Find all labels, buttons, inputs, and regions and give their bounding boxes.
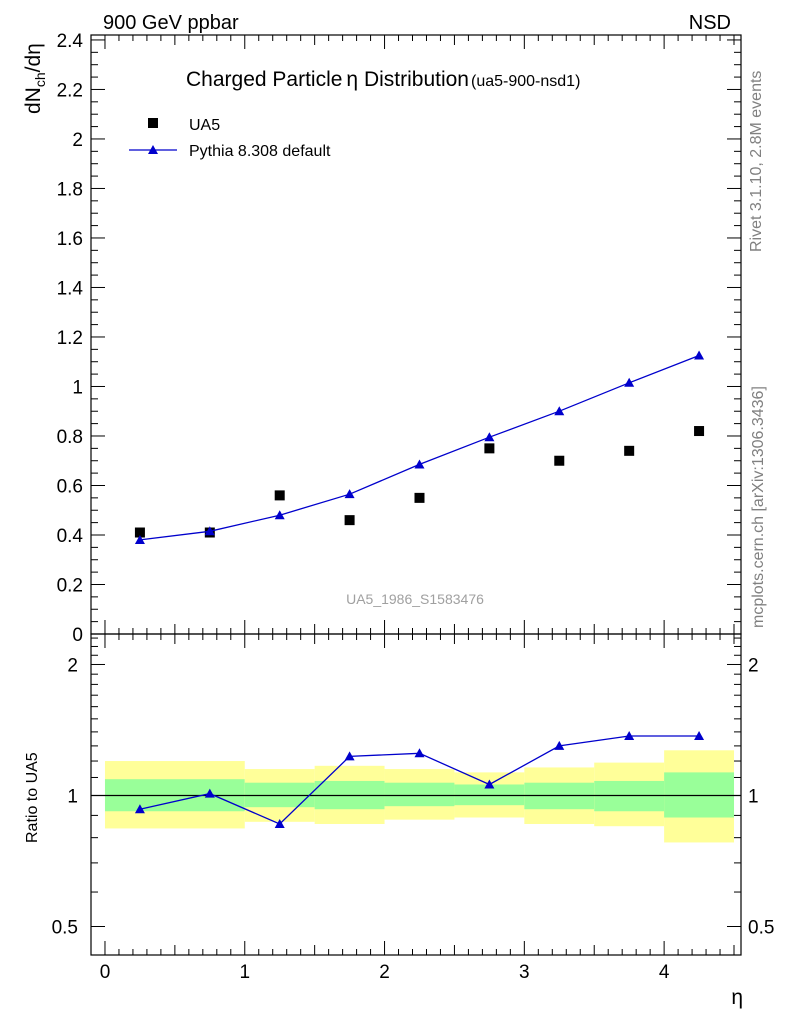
- legend-ua5-label: UA5: [189, 117, 220, 134]
- header-right-label: NSD: [689, 12, 731, 34]
- main-title: Charged Particle η Distribution (ua5-900-n…: [186, 68, 580, 91]
- ratio-y-tick-label: 0.5: [52, 917, 78, 938]
- series-line-pythia: [139, 354, 700, 541]
- legend-ua5-marker: [148, 118, 158, 128]
- data-point-ua5: [624, 445, 635, 456]
- ratio-point-pythia: [414, 748, 425, 758]
- main-y-tick-label: 2.2: [57, 80, 83, 101]
- main-title-text: Charged Particle: [186, 68, 342, 91]
- data-point-ua5: [344, 515, 355, 526]
- data-point-pythia: [274, 510, 285, 520]
- data-point-ua5: [274, 490, 285, 501]
- x-tick-label: 1: [239, 962, 250, 983]
- main-y-axis-label-main: dN: [22, 87, 45, 114]
- legend-pythia-marker: [148, 145, 158, 154]
- main-y-axis-label: dNch/dη: [22, 43, 48, 114]
- main-y-axis-label-sub: ch: [32, 72, 48, 87]
- data-point-pythia: [554, 406, 565, 416]
- main-title-rest: Distribution: [358, 68, 469, 91]
- main-y-tick-label: 1: [72, 377, 83, 398]
- main-y-tick-label: 0.2: [57, 575, 83, 596]
- x-tick-label: 4: [659, 962, 670, 983]
- x-tick-label: 0: [100, 962, 111, 983]
- ratio-y-tick-label: 2: [67, 655, 78, 676]
- ratio-point-pythia: [484, 779, 495, 789]
- data-point-pythia: [204, 526, 215, 536]
- data-point-pythia: [134, 534, 145, 544]
- main-y-axis-label-tail: /dη: [22, 43, 45, 72]
- main-y-tick-label: 0: [72, 625, 83, 646]
- ratio-point-pythia: [274, 818, 285, 828]
- ratio-y-tick-label: 1: [67, 786, 78, 807]
- ratio-frame: [90, 633, 742, 956]
- data-point-pythia: [414, 459, 425, 469]
- main-y-tick-label: 2.4: [57, 31, 84, 52]
- ratio-y-tick-label-right: 1: [748, 786, 759, 807]
- ratio-band-inner: [384, 782, 455, 807]
- main-title-tag: (ua5-900-nsd1): [471, 73, 580, 90]
- x-axis-label: η: [731, 986, 743, 1009]
- ratio-point-pythia: [204, 788, 215, 798]
- source-label: mcplots.cern.ch [arXiv:1306.3436]: [750, 386, 767, 628]
- x-tick-label: 3: [519, 962, 530, 983]
- legend-pythia-label: Pythia 8.308 default: [189, 143, 331, 160]
- main-y-tick-label: 0.4: [57, 526, 84, 547]
- main-y-tick-label: 0.8: [57, 427, 83, 448]
- main-y-tick-label: 2: [72, 130, 83, 151]
- main-y-tick-label: 1.4: [57, 278, 84, 299]
- ratio-point-pythia: [134, 804, 145, 814]
- rivet-version-label: Rivet 3.1.10, 2.8M events: [748, 71, 765, 252]
- main-y-tick-label: 1.8: [57, 179, 83, 200]
- main-y-tick-label: 0.6: [57, 476, 83, 497]
- main-y-tick-label: 1.2: [57, 328, 83, 349]
- main-title-symbol: η: [346, 68, 358, 91]
- ratio-point-pythia: [624, 730, 635, 740]
- ratio-y-tick-label-right: 0.5: [748, 917, 774, 938]
- ratio-band-inner: [594, 780, 665, 812]
- main-y-tick-label: 1.6: [57, 229, 83, 250]
- data-point-ua5: [554, 455, 565, 466]
- main-panel: UA5_1986_S1583476 Charged Particle η Dist…: [22, 31, 742, 646]
- ratio-band-inner: [454, 784, 525, 806]
- ratio-point-pythia: [554, 740, 565, 750]
- header-left-label: 900 GeV ppbar: [103, 12, 239, 34]
- data-point-pythia: [694, 350, 705, 360]
- data-point-pythia: [344, 489, 355, 499]
- data-point-ua5: [414, 492, 425, 503]
- main-watermark: UA5_1986_S1583476: [346, 591, 484, 607]
- data-point-ua5: [134, 527, 145, 538]
- data-point-pythia: [624, 377, 635, 387]
- ratio-point-pythia: [694, 730, 705, 740]
- ratio-point-pythia: [344, 751, 355, 761]
- main-legend: UA5 Pythia 8.308 default: [129, 117, 331, 160]
- data-point-pythia: [484, 432, 495, 442]
- ratio-panel: 0.5 0.5 1 1 2 2 0 1 2 3 4 Ratio to UA5 η: [24, 633, 774, 1009]
- x-tick-label: 2: [379, 962, 390, 983]
- data-point-ua5: [694, 426, 705, 437]
- ratio-y-tick-label-right: 2: [748, 655, 759, 676]
- ratio-y-axis-label: Ratio to UA5: [24, 752, 41, 843]
- data-point-ua5: [484, 443, 495, 454]
